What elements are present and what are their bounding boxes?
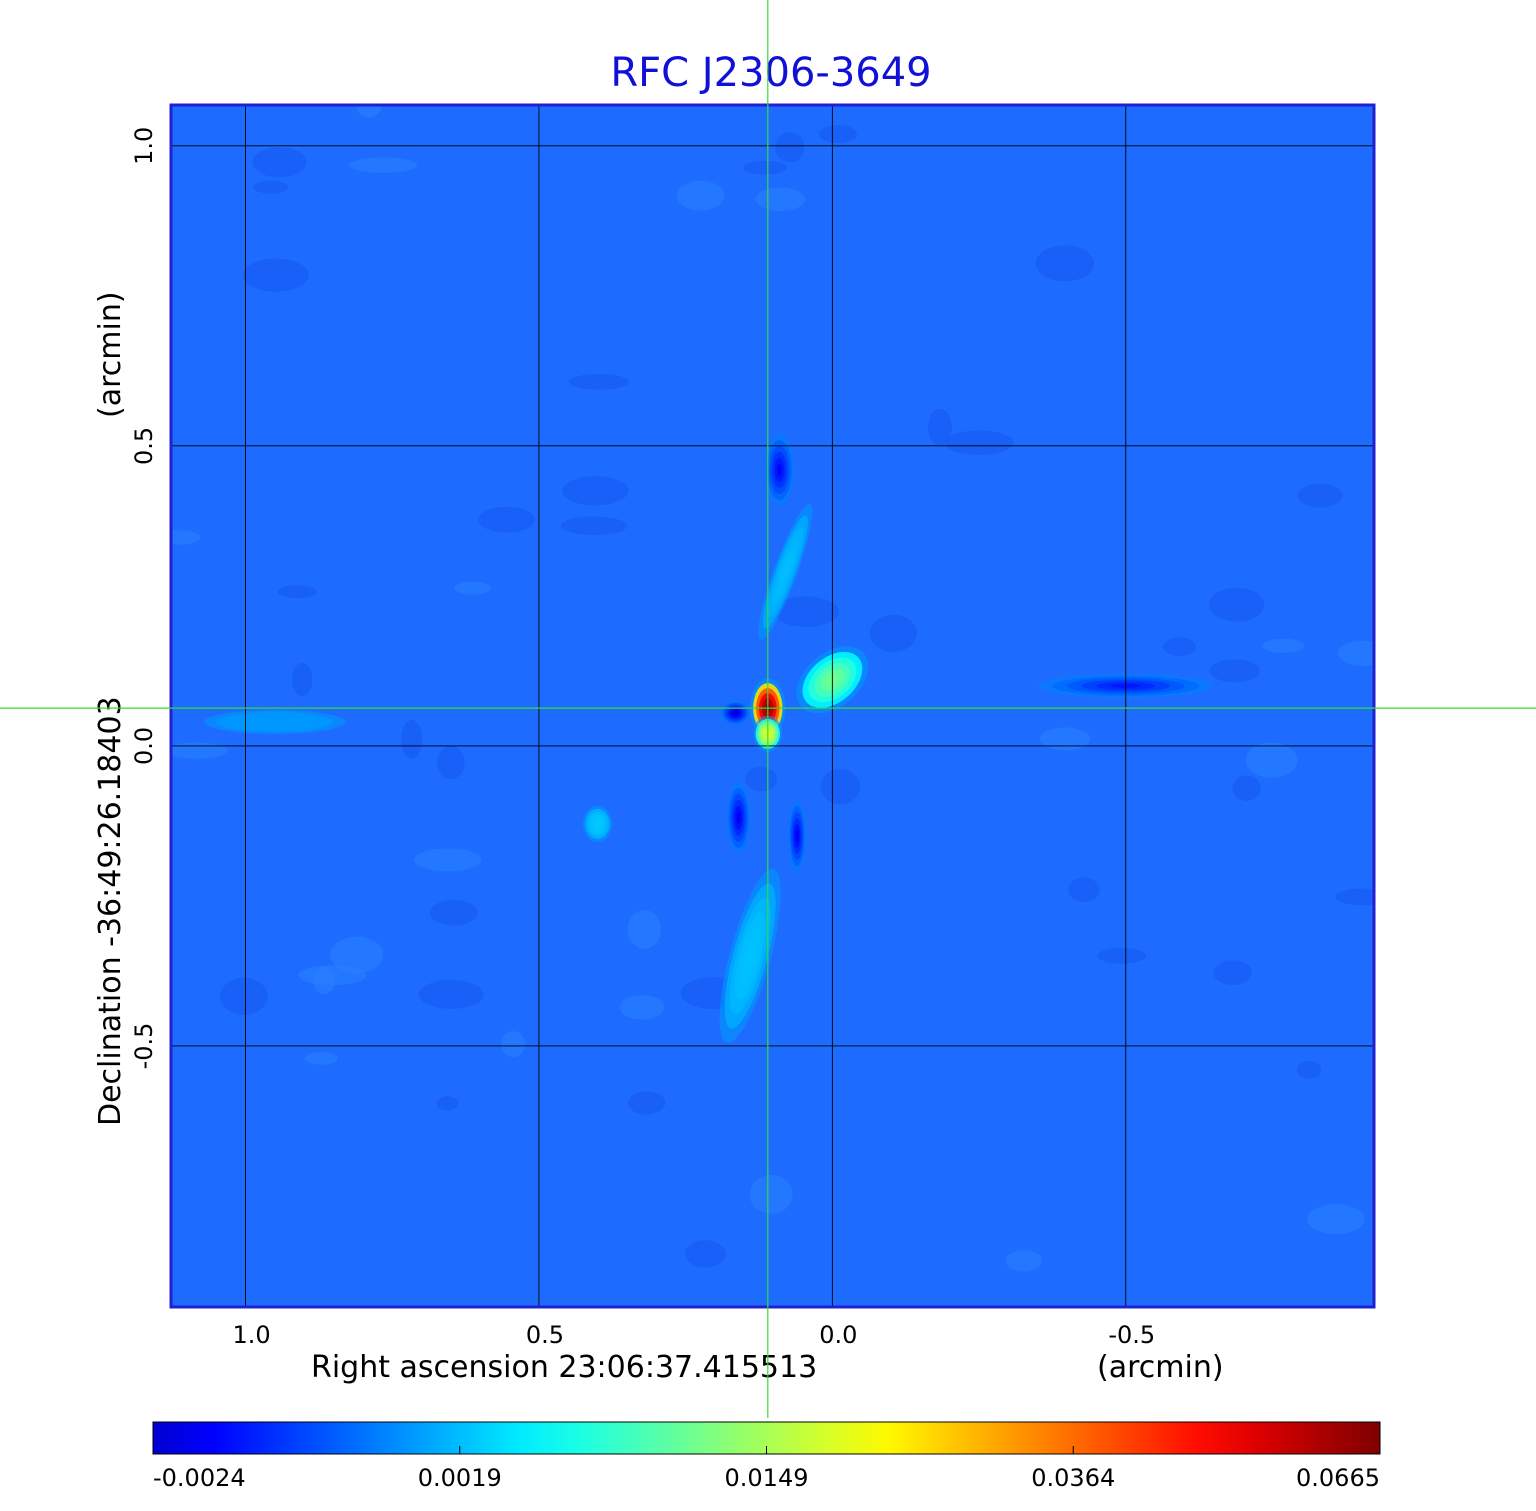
y-tick-label: -0.5 (130, 1023, 158, 1070)
noise-blob (1262, 638, 1305, 653)
noise-blob (560, 516, 628, 536)
colorbar-tick-label: -0.0024 (153, 1464, 246, 1492)
emission-feature (788, 799, 806, 872)
y-tick-label: 1.0 (130, 127, 158, 165)
noise-blob (1035, 245, 1095, 282)
emission-feature (764, 433, 795, 506)
noise-blob (356, 105, 382, 118)
feature-contour (263, 719, 287, 724)
x-tick-label: 0.5 (526, 1321, 564, 1349)
y-axis-unit: (arcmin) (93, 291, 128, 418)
noise-blob (743, 160, 788, 175)
noise-blob (628, 1091, 666, 1115)
x-tick-labels: 1.0 0.5 0.0 -0.5 (232, 1321, 1155, 1349)
feature-contour (780, 560, 790, 584)
noise-blob (171, 742, 228, 759)
noise-blob (242, 258, 309, 292)
noise-blob (1307, 1204, 1365, 1235)
noise-blob (1068, 877, 1100, 902)
noise-blob (755, 187, 805, 212)
noise-blob (749, 1175, 793, 1214)
emission-feature (726, 781, 751, 854)
x-axis-unit: (arcmin) (1097, 1350, 1224, 1385)
feature-contour (595, 820, 600, 827)
noise-blob (1337, 640, 1374, 666)
noise-blob (1209, 587, 1265, 622)
noise-blob (869, 614, 917, 652)
noise-blob (401, 719, 423, 759)
noise-blob (1005, 1250, 1043, 1272)
noise-blob (569, 373, 629, 390)
noise-blob (429, 899, 478, 926)
noise-blob (562, 476, 629, 506)
noise-blob (773, 596, 839, 627)
noise-blob (277, 585, 317, 599)
y-tick-label: 0.0 (130, 727, 158, 765)
x-tick-label: 0.0 (819, 1321, 857, 1349)
noise-blob (819, 125, 857, 143)
colorbar-tick-label: 0.0149 (725, 1464, 809, 1492)
feature-contour (733, 710, 738, 715)
noise-blob (501, 1031, 526, 1058)
feature-contour (795, 829, 799, 842)
noise-blob (619, 995, 665, 1020)
noise-blob (744, 766, 778, 792)
noise-blob (454, 581, 491, 595)
feature-contour (736, 811, 741, 824)
y-tick-label: 0.5 (130, 427, 158, 465)
noise-blob (252, 147, 307, 178)
noise-blob (298, 965, 367, 986)
y-axis-label: Declination -36:49:26.18403 (93, 696, 128, 1126)
feature-contour (745, 941, 756, 971)
emission-feature (719, 868, 781, 1043)
colorbar-tick-labels: -0.0024 0.0019 0.0149 0.0364 0.0665 (152, 1446, 1381, 1492)
noise-blob (436, 1096, 459, 1111)
noise-blob (944, 430, 1014, 455)
noise-blob (418, 980, 484, 1009)
y-tick-labels: 1.0 0.5 0.0 -0.5 (130, 127, 158, 1070)
chart-title: RFC J2306-3649 (610, 50, 931, 96)
noise-blob (1097, 948, 1147, 964)
colorbar-tick-label: 0.0019 (418, 1464, 502, 1492)
noise-blob (1039, 727, 1091, 751)
noise-blob (292, 663, 313, 697)
noise-blob (684, 1240, 726, 1268)
noise-blob (676, 180, 725, 211)
noise-blob (928, 408, 952, 446)
noise-blob (220, 977, 268, 1016)
noise-blob (330, 936, 384, 974)
emission-feature (582, 805, 613, 842)
noise-blob (820, 769, 861, 805)
noise-blob (775, 132, 805, 163)
plot-frame (169, 103, 1376, 1309)
coordinate-grid (171, 105, 1374, 1307)
noise-blob (304, 1052, 339, 1065)
noise-blob (1296, 1060, 1322, 1079)
feature-contour (777, 463, 782, 476)
emission-feature (204, 709, 346, 734)
noise-blob (1209, 659, 1260, 683)
noise-blob (1232, 775, 1261, 801)
noise-blob (348, 157, 418, 173)
emission-feature (758, 504, 813, 640)
noise-blob (413, 848, 482, 872)
noise-blob (253, 180, 289, 194)
x-tick-label: -0.5 (1108, 1321, 1155, 1349)
noise-blob (1213, 960, 1252, 986)
colorbar-tick-label: 0.0665 (1296, 1464, 1380, 1492)
noise-blob (1163, 637, 1197, 657)
colorbar-tick-label: 0.0364 (1031, 1464, 1115, 1492)
emission-feature (720, 700, 751, 725)
noise-blob (437, 745, 465, 780)
crosshair (0, 0, 1536, 1418)
noise-blob (1335, 888, 1374, 906)
noise-blob (627, 910, 662, 949)
noise-blob (1297, 483, 1343, 508)
noise-blob (1245, 742, 1298, 778)
noise-blob (478, 506, 535, 533)
x-tick-label: 1.0 (232, 1321, 270, 1349)
noise-blob (171, 530, 201, 545)
x-axis-label: Right ascension 23:06:37.415513 (311, 1350, 817, 1385)
